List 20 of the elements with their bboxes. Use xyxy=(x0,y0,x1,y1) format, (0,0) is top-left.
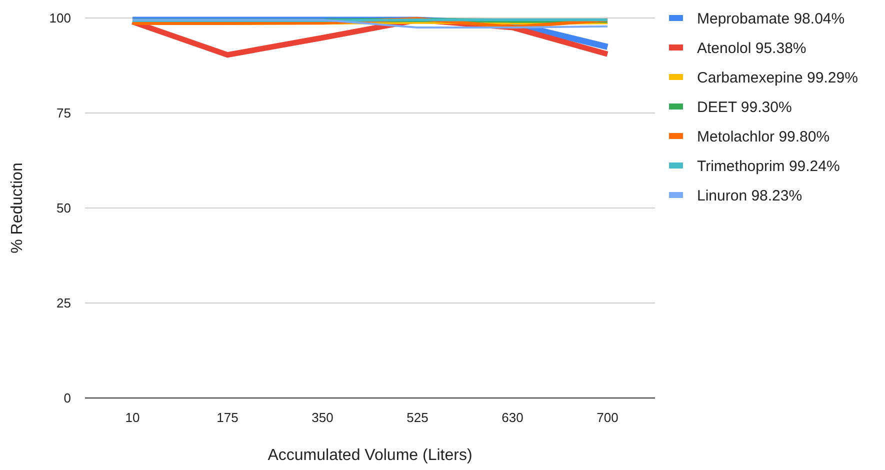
legend-label: Metolachlor 99.80% xyxy=(697,128,830,146)
x-axis-title: Accumulated Volume (Liters) xyxy=(268,447,472,464)
y-axis-title: % Reduction xyxy=(9,162,26,254)
legend-label: Atenolol 95.38% xyxy=(697,40,806,57)
legend-label: Trimethoprim 99.24% xyxy=(697,158,840,175)
y-tick-label: 75 xyxy=(56,106,71,121)
legend-label: Carbamexepine 99.29% xyxy=(697,69,858,86)
y-tick-label: 25 xyxy=(56,296,71,311)
y-tick-label: 100 xyxy=(49,10,71,26)
legend-label: Meprobamate 98.04% xyxy=(697,10,845,28)
x-tick-label: 175 xyxy=(216,410,238,425)
x-tick-label: 10 xyxy=(125,410,140,425)
x-tick-label: 700 xyxy=(596,410,618,425)
x-tick-label: 630 xyxy=(502,410,524,425)
legend-label: DEET 99.30% xyxy=(697,98,792,116)
legend-label: Linuron 98.23% xyxy=(697,187,802,204)
x-tick-label: 525 xyxy=(406,410,428,425)
y-tick-label: 0 xyxy=(64,390,71,406)
y-tick-label: 50 xyxy=(56,200,71,216)
x-tick-label: 350 xyxy=(312,410,334,425)
